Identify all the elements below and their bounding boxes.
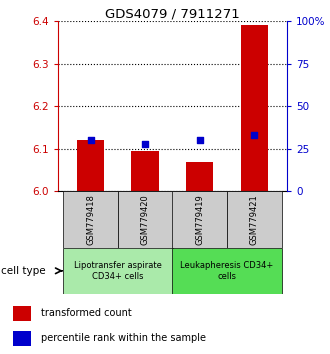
Bar: [77, 140, 104, 191]
Bar: [227, 191, 282, 248]
Point: [252, 132, 257, 138]
Bar: [63, 191, 118, 248]
Bar: [63, 248, 173, 294]
Bar: [172, 248, 282, 294]
Text: Leukapheresis CD34+
cells: Leukapheresis CD34+ cells: [181, 261, 274, 280]
Text: percentile rank within the sample: percentile rank within the sample: [41, 333, 206, 343]
Bar: [186, 162, 214, 191]
Text: transformed count: transformed count: [41, 308, 131, 318]
Text: GSM779418: GSM779418: [86, 194, 95, 245]
Point: [88, 137, 93, 143]
Text: GSM779421: GSM779421: [250, 194, 259, 245]
Text: GSM779419: GSM779419: [195, 194, 204, 245]
Title: GDS4079 / 7911271: GDS4079 / 7911271: [105, 7, 240, 20]
Bar: [13, 306, 31, 321]
Bar: [13, 331, 31, 346]
Bar: [117, 191, 173, 248]
Bar: [131, 151, 159, 191]
Bar: [241, 25, 268, 191]
Point: [143, 141, 148, 147]
Text: GSM779420: GSM779420: [141, 194, 149, 245]
Point: [197, 137, 202, 143]
Bar: [172, 191, 227, 248]
Text: Lipotransfer aspirate
CD34+ cells: Lipotransfer aspirate CD34+ cells: [74, 261, 162, 280]
Text: cell type: cell type: [1, 266, 45, 276]
